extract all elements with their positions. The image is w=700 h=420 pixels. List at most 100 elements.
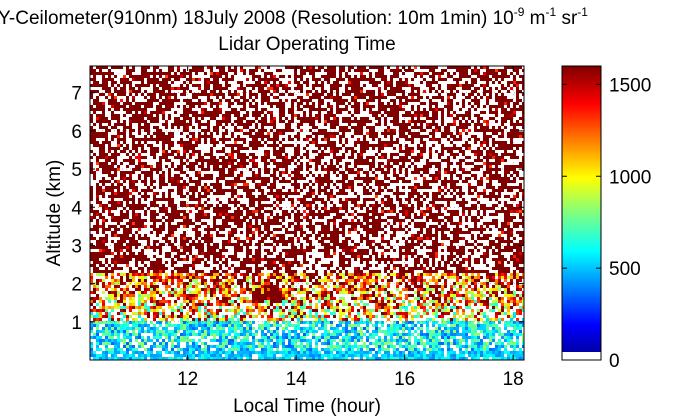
heatmap-cell [267,153,270,156]
heatmap-cell [432,66,435,69]
heatmap-cell [252,93,255,96]
heatmap-cell [507,216,510,219]
heatmap-cell [519,105,522,108]
heatmap-cell [270,222,273,225]
heatmap-cell [393,129,396,132]
heatmap-cell [216,225,219,228]
heatmap-cell [291,138,294,141]
heatmap-cell [192,126,195,129]
heatmap-cell [399,135,402,138]
heatmap-cell [330,120,333,123]
heatmap-cell [354,144,357,147]
heatmap-cell [102,81,105,84]
heatmap-cell [276,144,279,147]
heatmap-cell [177,165,180,168]
heatmap-cell [99,189,102,192]
heatmap-cell [426,216,429,219]
heatmap-cell [189,102,192,105]
heatmap-cell [336,93,339,96]
heatmap-cell [492,192,495,195]
heatmap-cell [312,72,315,75]
heatmap-cell [270,183,273,186]
heatmap-cell [291,111,294,114]
heatmap-cell [180,186,183,189]
heatmap-cell [147,66,150,69]
heatmap-cell [138,204,141,207]
heatmap-cell [225,174,228,177]
heatmap-cell [243,69,246,72]
heatmap-cell [360,144,363,147]
heatmap-cell [522,123,524,126]
heatmap-cell [486,156,489,159]
heatmap-cell [291,156,294,159]
heatmap-cell [255,96,258,99]
heatmap-cell [129,93,132,96]
heatmap-cell [447,123,450,126]
heatmap-cell [378,105,381,108]
heatmap-cell [417,132,420,135]
heatmap-cell [369,240,372,243]
heatmap-cell [486,78,489,81]
heatmap-cell [171,153,174,156]
heatmap-cell [291,102,294,105]
heatmap-cell [264,177,267,180]
heatmap-cell [204,195,207,198]
heatmap-cell [183,219,186,222]
heatmap-cell [165,141,168,144]
heatmap-cell [102,240,105,243]
heatmap-cell [240,66,243,69]
heatmap-cell [504,183,507,186]
heatmap-cell [342,66,345,69]
heatmap-cell [297,216,300,219]
heatmap-cell [297,186,300,189]
heatmap-cell [126,243,129,246]
heatmap-cell [492,129,495,132]
heatmap-cell [297,183,300,186]
heatmap-cell [513,153,516,156]
heatmap-cell [282,75,285,78]
heatmap-cell [162,114,165,117]
heatmap-cell [444,147,447,150]
heatmap-cell [282,219,285,222]
heatmap-cell [180,114,183,117]
heatmap-cell [429,228,432,231]
heatmap-cell [282,225,285,228]
heatmap-cell [324,147,327,150]
heatmap-cell [501,123,504,126]
heatmap-cell [516,192,519,195]
heatmap-cell [204,159,207,162]
heatmap-cell [474,123,477,126]
heatmap-cell [93,237,96,240]
heatmap-cell [480,141,483,144]
heatmap-cell [129,81,132,84]
heatmap-cell [372,219,375,222]
heatmap-cell [165,99,168,102]
heatmap-cell [465,87,468,90]
heatmap-cell [333,234,336,237]
heatmap-cell [432,219,435,222]
heatmap-cell [261,129,264,132]
heatmap-cell [150,231,153,234]
heatmap-cell [201,222,204,225]
heatmap-cell [321,180,324,183]
heatmap-cell [372,138,375,141]
heatmap-cell [321,231,324,234]
heatmap-cell [240,204,243,207]
heatmap-cell [180,222,183,225]
heatmap-cell [363,201,366,204]
heatmap-cell [489,198,492,201]
heatmap-cell [399,129,402,132]
heatmap-cell [255,222,258,225]
heatmap-cell [96,210,99,213]
heatmap-cell [456,138,459,141]
heatmap-cell [522,231,524,234]
heatmap-cell [306,117,309,120]
heatmap-cell [108,102,111,105]
heatmap-cell [513,165,516,168]
heatmap-cell [330,96,333,99]
heatmap-cell [147,171,150,174]
heatmap-cell [354,78,357,81]
heatmap-cell [357,243,360,246]
heatmap-cell [114,123,117,126]
heatmap-cell [417,156,420,159]
